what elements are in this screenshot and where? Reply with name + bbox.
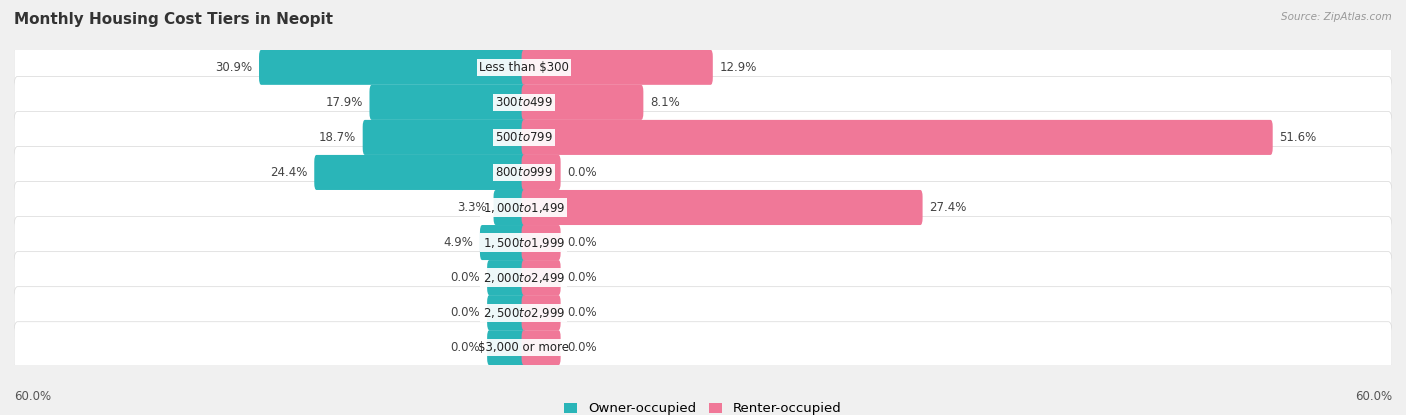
FancyBboxPatch shape xyxy=(370,85,526,120)
FancyBboxPatch shape xyxy=(522,190,922,225)
FancyBboxPatch shape xyxy=(522,155,561,190)
Text: 17.9%: 17.9% xyxy=(325,96,363,109)
FancyBboxPatch shape xyxy=(522,330,561,365)
Text: $500 to $799: $500 to $799 xyxy=(495,131,553,144)
Text: 12.9%: 12.9% xyxy=(720,61,756,74)
FancyBboxPatch shape xyxy=(14,251,1392,303)
FancyBboxPatch shape xyxy=(14,182,1392,233)
FancyBboxPatch shape xyxy=(479,225,526,260)
FancyBboxPatch shape xyxy=(14,76,1392,128)
Text: $2,000 to $2,499: $2,000 to $2,499 xyxy=(482,271,565,285)
FancyBboxPatch shape xyxy=(522,85,644,120)
FancyBboxPatch shape xyxy=(522,50,713,85)
Text: 60.0%: 60.0% xyxy=(1355,391,1392,403)
Text: 0.0%: 0.0% xyxy=(568,341,598,354)
FancyBboxPatch shape xyxy=(14,287,1392,339)
FancyBboxPatch shape xyxy=(363,120,526,155)
FancyBboxPatch shape xyxy=(494,190,526,225)
Text: 3.3%: 3.3% xyxy=(457,201,486,214)
Text: $3,000 or more: $3,000 or more xyxy=(478,341,569,354)
FancyBboxPatch shape xyxy=(259,50,526,85)
FancyBboxPatch shape xyxy=(522,260,561,295)
Text: Source: ZipAtlas.com: Source: ZipAtlas.com xyxy=(1281,12,1392,22)
FancyBboxPatch shape xyxy=(14,42,1392,93)
Text: $300 to $499: $300 to $499 xyxy=(495,96,553,109)
FancyBboxPatch shape xyxy=(315,155,526,190)
FancyBboxPatch shape xyxy=(522,225,561,260)
Text: 24.4%: 24.4% xyxy=(270,166,308,179)
Text: 0.0%: 0.0% xyxy=(568,166,598,179)
Text: $2,500 to $2,999: $2,500 to $2,999 xyxy=(482,305,565,320)
Text: 0.0%: 0.0% xyxy=(450,341,481,354)
Text: $1,500 to $1,999: $1,500 to $1,999 xyxy=(482,236,565,249)
Text: 0.0%: 0.0% xyxy=(568,236,598,249)
Text: 0.0%: 0.0% xyxy=(450,306,481,319)
Text: Less than $300: Less than $300 xyxy=(479,61,569,74)
Text: 30.9%: 30.9% xyxy=(215,61,252,74)
Text: 0.0%: 0.0% xyxy=(450,271,481,284)
FancyBboxPatch shape xyxy=(14,112,1392,164)
FancyBboxPatch shape xyxy=(486,295,526,330)
Text: $1,000 to $1,499: $1,000 to $1,499 xyxy=(482,200,565,215)
FancyBboxPatch shape xyxy=(14,322,1392,374)
Text: 51.6%: 51.6% xyxy=(1279,131,1317,144)
Text: 0.0%: 0.0% xyxy=(568,271,598,284)
FancyBboxPatch shape xyxy=(486,330,526,365)
Text: Monthly Housing Cost Tiers in Neopit: Monthly Housing Cost Tiers in Neopit xyxy=(14,12,333,27)
FancyBboxPatch shape xyxy=(522,120,1272,155)
Text: 18.7%: 18.7% xyxy=(319,131,356,144)
Text: 0.0%: 0.0% xyxy=(568,306,598,319)
Text: $800 to $999: $800 to $999 xyxy=(495,166,553,179)
FancyBboxPatch shape xyxy=(486,260,526,295)
Text: 4.9%: 4.9% xyxy=(443,236,472,249)
FancyBboxPatch shape xyxy=(14,146,1392,198)
Text: 27.4%: 27.4% xyxy=(929,201,967,214)
Legend: Owner-occupied, Renter-occupied: Owner-occupied, Renter-occupied xyxy=(564,403,842,415)
Text: 60.0%: 60.0% xyxy=(14,391,51,403)
FancyBboxPatch shape xyxy=(14,217,1392,269)
FancyBboxPatch shape xyxy=(522,295,561,330)
Text: 8.1%: 8.1% xyxy=(650,96,681,109)
